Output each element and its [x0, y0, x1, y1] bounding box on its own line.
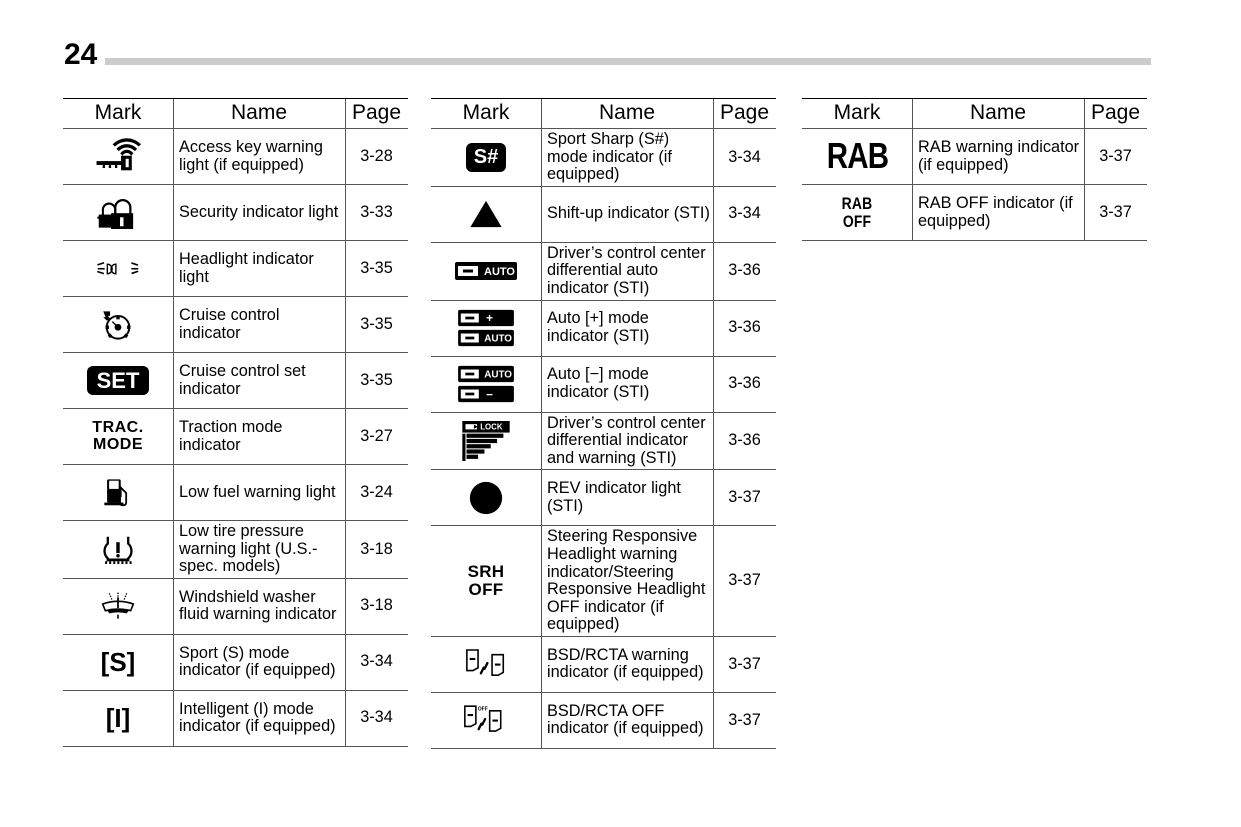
svg-text:AUTO: AUTO — [484, 370, 512, 381]
svg-text:OFF: OFF — [478, 707, 488, 713]
svg-text:−: − — [486, 389, 493, 402]
svg-text:+: + — [486, 312, 493, 325]
svg-text:AUTO: AUTO — [484, 334, 512, 345]
svg-text:AUTO: AUTO — [484, 266, 515, 278]
svg-text:LOCK: LOCK — [480, 422, 503, 431]
